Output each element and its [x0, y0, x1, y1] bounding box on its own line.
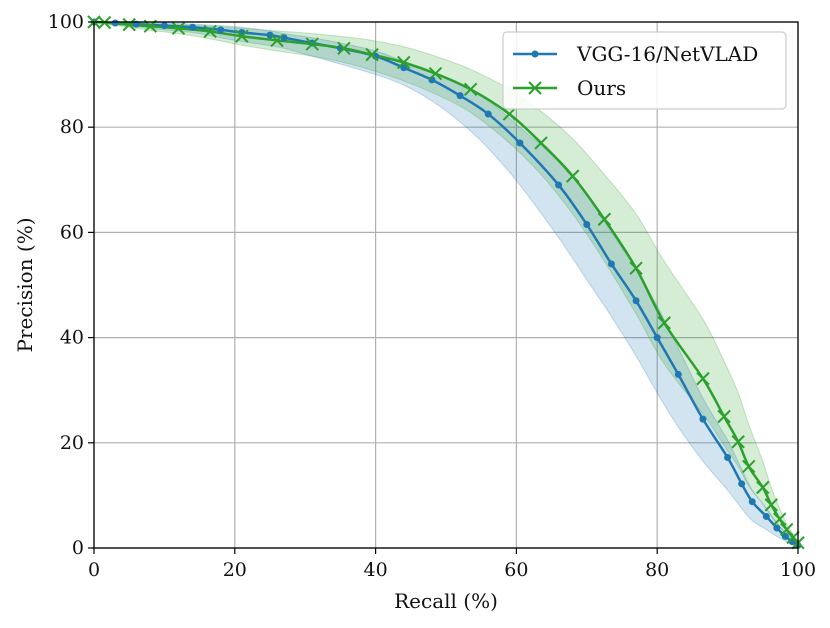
- point-ours: [337, 41, 351, 56]
- legend-label-vgg16: VGG-16/NetVLAD: [576, 42, 758, 66]
- point-vgg16: [738, 480, 746, 488]
- point-ours: [780, 522, 794, 537]
- point-vgg16: [781, 532, 789, 540]
- point-ours: [305, 37, 319, 51]
- y-tick-label: 100: [48, 11, 84, 33]
- point-ours: [717, 409, 731, 424]
- point-ours: [122, 17, 136, 32]
- y-tick-label: 0: [72, 537, 84, 559]
- point-ours: [742, 459, 756, 474]
- point-ours: [463, 82, 478, 97]
- legend-box: [502, 31, 787, 110]
- point-vgg16: [516, 139, 524, 147]
- point-vgg16: [653, 334, 661, 342]
- x-tick-label: 60: [504, 559, 528, 581]
- y-axis-title: Precision (%): [13, 218, 37, 353]
- point-ours: [171, 21, 186, 36]
- x-tick-label: 20: [223, 559, 247, 581]
- point-vgg16: [484, 110, 492, 118]
- point-vgg16: [217, 26, 225, 34]
- point-vgg16: [160, 22, 168, 30]
- point-ours: [534, 136, 548, 150]
- point-vgg16: [400, 64, 408, 72]
- point-ours: [365, 47, 379, 62]
- plot-frame: [93, 21, 799, 549]
- point-vgg16: [555, 181, 563, 189]
- x-tick-label: 40: [364, 559, 388, 581]
- legend-marker-vgg16: [531, 50, 539, 58]
- point-ours: [731, 435, 745, 449]
- point-vgg16: [632, 297, 640, 305]
- point-vgg16: [773, 524, 781, 532]
- x-tick-label: 100: [780, 559, 816, 581]
- legend-marker-ours: [528, 81, 542, 95]
- point-vgg16: [456, 92, 464, 100]
- point-vgg16: [189, 23, 197, 31]
- point-vgg16: [607, 260, 615, 268]
- point-ours: [502, 107, 517, 121]
- point-ours: [428, 66, 443, 81]
- point-ours: [566, 169, 580, 183]
- y-tick-label: 40: [60, 327, 84, 349]
- point-vgg16: [266, 31, 274, 39]
- x-axis-title: Recall (%): [394, 589, 498, 613]
- y-tick-label: 60: [60, 221, 84, 243]
- point-ours: [657, 316, 671, 330]
- point-ours: [235, 29, 249, 43]
- x-tick-label: 80: [645, 559, 669, 581]
- legend: VGG-16/NetVLAD Ours: [502, 31, 787, 110]
- point-vgg16: [583, 221, 591, 229]
- point-ours: [397, 55, 411, 70]
- point-ours: [203, 24, 217, 39]
- point-ours: [756, 480, 770, 495]
- point-ours: [764, 498, 778, 512]
- point-ours: [629, 261, 643, 275]
- point-ours: [696, 371, 710, 386]
- y-tick-label: 80: [60, 116, 84, 138]
- point-vgg16: [372, 52, 380, 60]
- point-vgg16: [748, 498, 756, 506]
- point-vgg16: [111, 19, 119, 27]
- legend-label-ours: Ours: [577, 76, 626, 100]
- point-ours: [270, 33, 284, 48]
- point-vgg16: [724, 454, 732, 462]
- point-ours: [597, 212, 612, 226]
- y-tick-label: 20: [60, 432, 84, 454]
- point-vgg16: [674, 370, 682, 378]
- point-ours: [772, 512, 787, 526]
- x-tick-label: 0: [88, 559, 100, 581]
- axis-ticks: 0 20 40 60 80 100 0 20 40 60 80 100: [48, 11, 816, 581]
- series-markers: [87, 15, 805, 550]
- point-vgg16: [699, 415, 707, 423]
- point-vgg16: [762, 512, 770, 520]
